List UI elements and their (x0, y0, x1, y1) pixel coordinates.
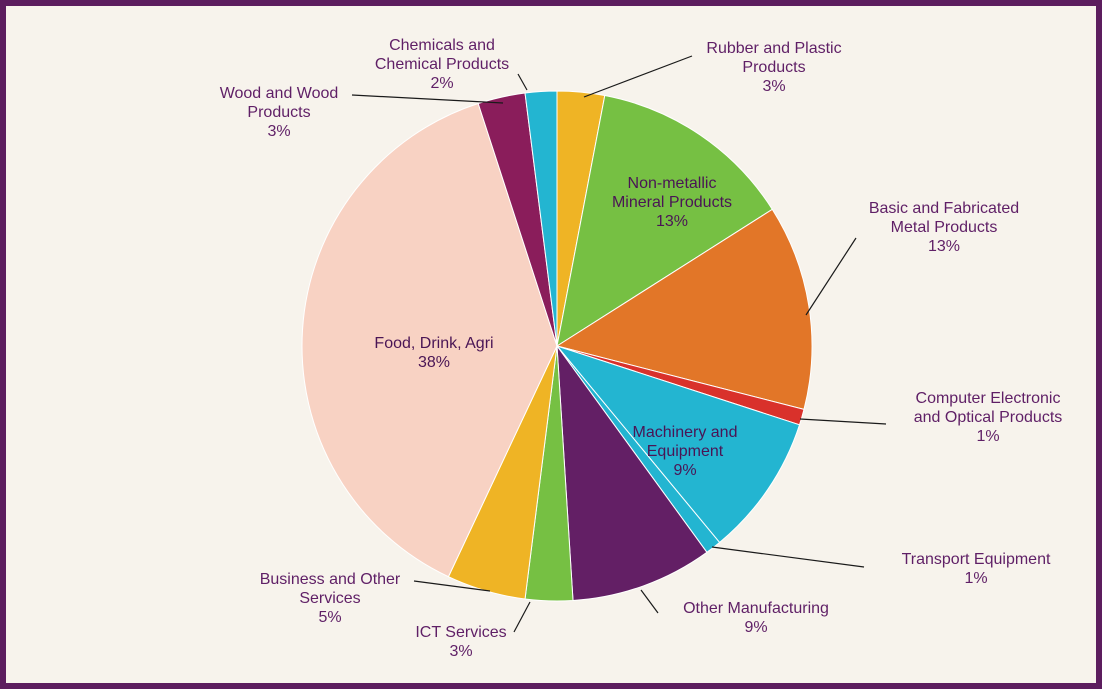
pie-slice-chemicals-and-chemical-products[interactable] (524, 90, 558, 347)
data-label-transport-equipment-percent: 1% (964, 570, 987, 587)
data-label-non-metallic-mineral-products: Mineral Products (612, 194, 732, 211)
data-label-basic-and-fabricated-metal-products: Basic and Fabricated (869, 200, 1019, 217)
data-label-non-metallic-mineral-products: Non-metallic (628, 175, 717, 192)
data-label-wood-and-wood-products: Products (247, 104, 310, 121)
leader-line-ict-services (513, 601, 531, 633)
leader-line-basic-and-fabricated-metal-products (805, 237, 857, 316)
data-label-machinery-and-equipment-percent: 9% (673, 462, 696, 479)
pie-slices (301, 90, 813, 602)
pie-labels: Rubber and Plastic Products 3% Non-metallic… (220, 37, 1063, 660)
leader-line-chemicals-and-chemical-products (517, 73, 528, 91)
data-label-basic-and-fabricated-metal-products: Metal Products (891, 219, 998, 236)
pie-slice-basic-and-fabricated-metal-products[interactable] (555, 208, 813, 411)
data-label-transport-equipment: Transport Equipment (902, 551, 1051, 568)
data-label-ict-services: ICT Services (415, 624, 506, 641)
data-label-other-manufacturing-percent: 9% (744, 619, 767, 636)
leader-line-computer-electronic-and-optical-products (799, 418, 887, 425)
leader-line-rubber-and-plastic-products (583, 55, 693, 98)
data-label-business-and-other-services-percent: 5% (318, 609, 341, 626)
data-label-basic-and-fabricated-metal-products-percent: 13% (928, 238, 960, 255)
data-label-other-manufacturing: Other Manufacturing (683, 600, 829, 617)
leader-line-other-manufacturing (640, 589, 659, 614)
data-label-computer-electronic-and-optical-products-percent: 1% (976, 428, 999, 445)
data-label-rubber-and-plastic-products-percent: 3% (762, 78, 785, 95)
data-label-chemicals-and-chemical-products: Chemicals and (389, 37, 495, 54)
data-label-machinery-and-equipment: Equipment (647, 443, 724, 460)
pie-slice-machinery-and-equipment[interactable] (555, 344, 801, 544)
data-label-food-drink-agri: Food, Drink, Agri (374, 335, 493, 352)
data-label-computer-electronic-and-optical-products: Computer Electronic (916, 390, 1061, 407)
data-label-rubber-and-plastic-products: Rubber and Plastic (706, 40, 841, 57)
data-label-wood-and-wood-products: Wood and Wood (220, 85, 339, 102)
pie-slice-food-drink-agri[interactable] (301, 102, 558, 578)
data-label-food-drink-agri-percent: 38% (418, 354, 450, 371)
data-label-non-metallic-mineral-products-percent: 13% (656, 213, 688, 230)
leader-line-transport-equipment (711, 546, 865, 568)
leader-line-wood-and-wood-products (351, 94, 504, 104)
data-label-rubber-and-plastic-products: Products (742, 59, 805, 76)
data-label-business-and-other-services: Business and Other (260, 571, 401, 588)
data-label-computer-electronic-and-optical-products: and Optical Products (914, 409, 1063, 426)
data-label-chemicals-and-chemical-products-percent: 2% (430, 75, 453, 92)
data-label-machinery-and-equipment: Machinery and (633, 424, 738, 441)
pie-slice-non-metallic-mineral-products[interactable] (556, 94, 773, 348)
pie-chart: Rubber and Plastic Products 3% Non-metallic… (220, 37, 1063, 660)
data-label-business-and-other-services: Services (299, 590, 360, 607)
data-label-wood-and-wood-products-percent: 3% (267, 123, 290, 140)
data-label-chemicals-and-chemical-products: Chemical Products (375, 56, 509, 73)
pie-slice-other-manufacturing[interactable] (556, 344, 708, 602)
leader-line-business-and-other-services (413, 580, 491, 592)
data-label-ict-services-percent: 3% (449, 643, 472, 660)
